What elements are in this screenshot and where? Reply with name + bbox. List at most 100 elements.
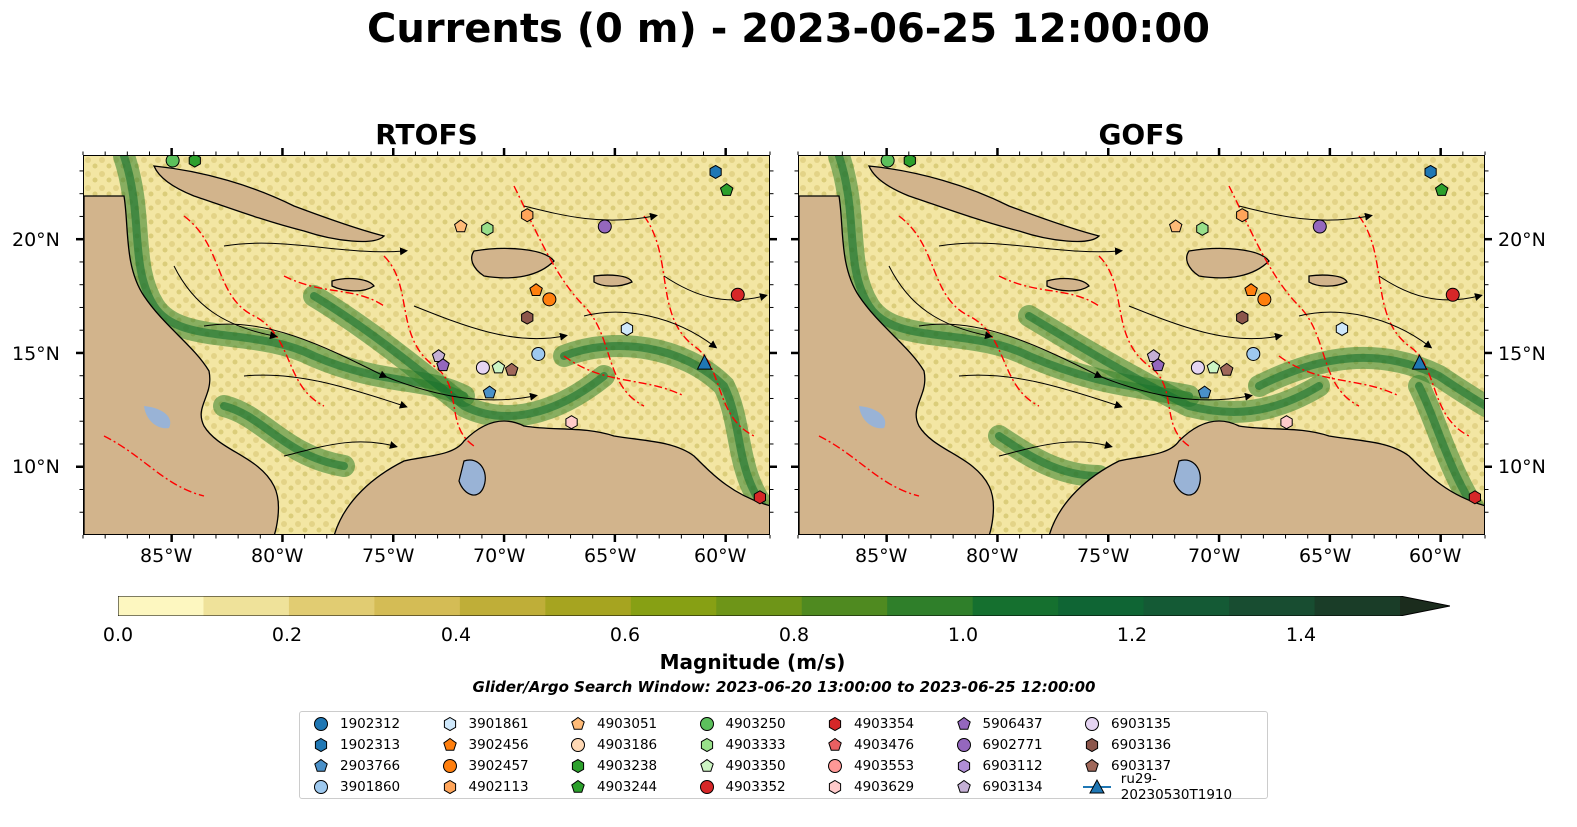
float-marker-6903136 xyxy=(1236,310,1249,325)
legend-marker-icon xyxy=(442,737,457,751)
legend-item: 6903134 xyxy=(955,777,1043,797)
legend: 1902312 1902313 2903766 3901860 3901861 39024… xyxy=(299,711,1268,803)
legend-item: 3902456 xyxy=(441,735,529,755)
legend-marker-icon xyxy=(442,759,457,773)
contour-line xyxy=(1358,215,1470,437)
legend-marker-shape xyxy=(828,737,842,751)
legend-label: 6903137 xyxy=(1111,758,1172,774)
legend-marker-icon xyxy=(957,758,970,774)
colorbar-tick-6: 1.2 xyxy=(1116,624,1148,646)
streamline xyxy=(1378,275,1483,301)
legend-item: 1902312 xyxy=(312,714,400,734)
land-mass xyxy=(84,195,280,534)
legend-item: 4903354 xyxy=(826,714,914,734)
legend-label: 1902313 xyxy=(340,737,401,753)
colorbar-segment xyxy=(1229,596,1316,616)
map-gofs xyxy=(798,155,1485,535)
float-marker-4903629 xyxy=(565,415,578,430)
colorbar-tick-0: 0.0 xyxy=(102,624,134,646)
lat-label-10n-right: 10°N xyxy=(1498,456,1546,478)
legend-marker-icon xyxy=(314,717,328,731)
float-marker-4903350 xyxy=(491,360,506,374)
legend-marker-shape xyxy=(956,738,971,752)
legend-label: 4903354 xyxy=(854,716,915,732)
float-marker-4903238 xyxy=(188,156,201,168)
legend-marker-icon xyxy=(828,737,842,751)
panel-title-rtofs: RTOFS xyxy=(375,118,478,151)
float-marker-2903766 xyxy=(482,385,497,399)
glider-marker-ru29-20230530T1910 xyxy=(696,353,713,370)
contour-line xyxy=(1278,355,1400,397)
colorbar-segment xyxy=(1314,596,1401,616)
float-marker-6903135 xyxy=(1190,360,1205,375)
streamline xyxy=(523,205,658,221)
legend-marker-icon xyxy=(1083,778,1111,794)
current-core xyxy=(560,342,769,520)
float-marker-6902771 xyxy=(597,219,612,234)
float-marker-4902113 xyxy=(1236,208,1249,223)
streamline xyxy=(283,441,398,457)
float-marker-2903766 xyxy=(1197,385,1212,399)
legend-item: 3902457 xyxy=(441,756,529,776)
float-marker-3902457 xyxy=(1257,292,1272,307)
contour-line xyxy=(1098,255,1190,447)
streamline xyxy=(938,242,1123,256)
contour-line xyxy=(183,215,325,407)
streamline xyxy=(583,311,718,349)
streamline xyxy=(173,265,278,340)
current-core xyxy=(995,432,1103,480)
figure-title: Currents (0 m) - 2023-06-25 12:00:00 xyxy=(367,6,1210,52)
legend-label: 3901861 xyxy=(468,716,529,732)
land-mass xyxy=(152,165,386,243)
lon-label-85w-rtofs: 85°W xyxy=(140,545,193,567)
land-mass xyxy=(1308,274,1348,287)
float-marker-4903051 xyxy=(1169,219,1183,233)
contour-line xyxy=(563,355,685,397)
legend-marker-shape xyxy=(571,758,585,774)
legend-marker-icon xyxy=(699,780,714,794)
panel-title-gofs: GOFS xyxy=(1098,118,1185,151)
lon-label-80w-gofs: 80°W xyxy=(966,545,1019,567)
contour-line xyxy=(898,215,1040,407)
legend-marker-shape xyxy=(571,716,585,730)
legend-marker-shape xyxy=(956,779,971,793)
legend-marker-shape xyxy=(442,737,457,751)
float-marker-3901861 xyxy=(1335,321,1349,336)
legend-marker-icon xyxy=(1085,737,1099,753)
legend-marker-shape xyxy=(699,717,714,731)
legend-label: 3901860 xyxy=(340,779,401,795)
streamline xyxy=(663,275,768,301)
lake-nicaragua xyxy=(144,406,171,429)
legend-marker-shape xyxy=(1085,737,1099,753)
float-marker-4903350 xyxy=(1206,360,1221,374)
colorbar-label: Magnitude (m/s) xyxy=(659,650,846,674)
legend-label: 4903352 xyxy=(725,779,786,795)
map-rtofs xyxy=(83,155,770,535)
legend-marker-icon xyxy=(828,779,842,795)
legend-marker-shape xyxy=(699,780,714,794)
contour-line xyxy=(1228,185,1360,407)
lat-label-15n-right: 15°N xyxy=(1498,343,1546,365)
legend-marker-icon xyxy=(699,717,714,731)
legend-marker-shape xyxy=(314,717,328,731)
legend-marker-shape xyxy=(1085,758,1099,772)
contour-line xyxy=(383,255,475,447)
float-marker-3902456 xyxy=(1244,283,1258,296)
float-marker-3901860 xyxy=(1246,346,1261,361)
float-marker-5906437 xyxy=(1151,358,1165,372)
streamline xyxy=(1238,205,1373,221)
colorbar-segment xyxy=(887,596,974,616)
colorbar-tick-3: 0.6 xyxy=(609,624,641,646)
legend-item: 4903238 xyxy=(569,756,657,776)
current-core xyxy=(1255,353,1484,410)
contour-line xyxy=(103,435,205,497)
legend-label: 1902312 xyxy=(340,716,401,732)
legend-label: 6902771 xyxy=(982,737,1043,753)
legend-marker-icon xyxy=(700,737,713,753)
lon-label-60w-rtofs: 60°W xyxy=(694,545,747,567)
legend-marker-icon xyxy=(571,738,585,752)
lake-maracaibo xyxy=(1173,459,1201,496)
float-marker-4903250 xyxy=(880,156,895,168)
legend-item: 4902113 xyxy=(441,777,529,797)
legend-label: 6903135 xyxy=(1111,716,1172,732)
